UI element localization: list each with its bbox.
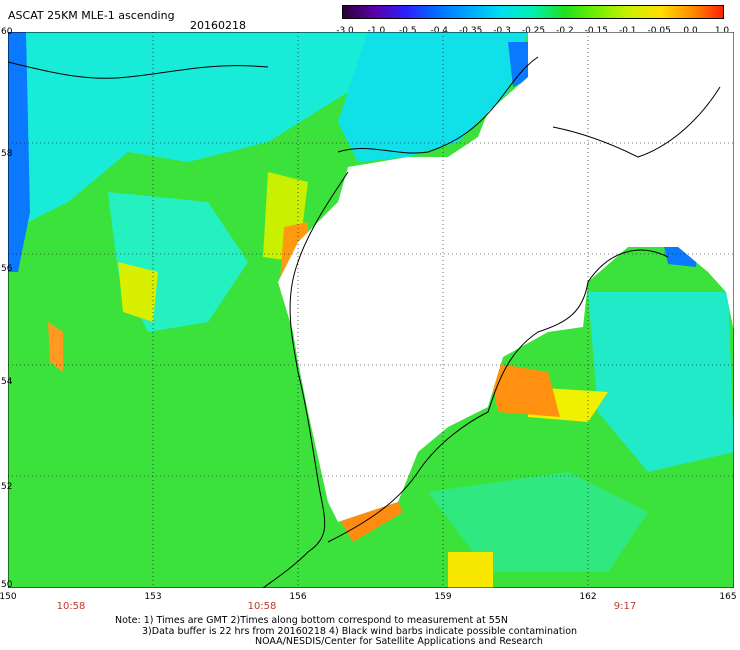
footnote-line: 3)Data buffer is 22 hrs from 20160218 4)… xyxy=(142,625,578,637)
lon-label: 156 xyxy=(289,592,307,602)
lat-label: 58 xyxy=(1,149,13,159)
footnote-line: NOAA/NESDIS/Center for Satellite Applica… xyxy=(255,636,543,647)
lon-label: 162 xyxy=(579,592,597,602)
color-scale-tick-label: -0.15 xyxy=(584,26,608,36)
wind-field xyxy=(8,32,734,588)
color-scale-tick-label: -3.0 xyxy=(336,26,354,36)
wind-map xyxy=(8,32,734,588)
lon-label: 150 xyxy=(0,592,17,602)
time-label: 9:17 xyxy=(613,601,637,612)
color-scale-tick-label: -0.2 xyxy=(556,26,574,36)
footnote-line: Note: 1) Times are GMT 2)Times along bot… xyxy=(115,615,508,626)
map-title: ASCAT 25KM MLE-1 ascending xyxy=(8,9,175,22)
color-scale-tick-label: -0.4 xyxy=(430,26,449,36)
color-scale-tick-label: 0.0 xyxy=(683,26,698,36)
time-label: 10:58 xyxy=(56,601,86,612)
lat-label: 60 xyxy=(1,27,13,37)
lon-label: 165 xyxy=(719,592,737,602)
color-scale-tick-label: -0.35 xyxy=(459,26,483,36)
color-scale-bar xyxy=(342,5,724,19)
color-scale-tick-label: -0.25 xyxy=(521,26,546,36)
lat-label: 56 xyxy=(1,264,13,274)
color-scale-tick-label: -0.1 xyxy=(618,26,637,36)
lat-lon-grid xyxy=(8,32,734,588)
color-scale-tick-label: -1.0 xyxy=(367,26,386,36)
map-date: 20160218 xyxy=(190,19,246,32)
coastline xyxy=(8,56,721,588)
lat-label: 50 xyxy=(1,580,13,590)
footnotes: Note: 1) Times are GMT 2)Times along bot… xyxy=(115,615,578,648)
color-scale-tick-label: -0.05 xyxy=(647,26,671,36)
lon-label: 153 xyxy=(144,592,162,602)
lat-label: 54 xyxy=(1,377,13,387)
lat-label: 52 xyxy=(1,482,13,492)
color-scale-tick-label: 1.0 xyxy=(714,26,730,36)
lon-label: 159 xyxy=(434,592,452,602)
color-scale-tick-label: -0.3 xyxy=(493,26,511,36)
time-label: 10:58 xyxy=(247,601,277,612)
color-scale-tick-label: -0.5 xyxy=(399,26,417,36)
